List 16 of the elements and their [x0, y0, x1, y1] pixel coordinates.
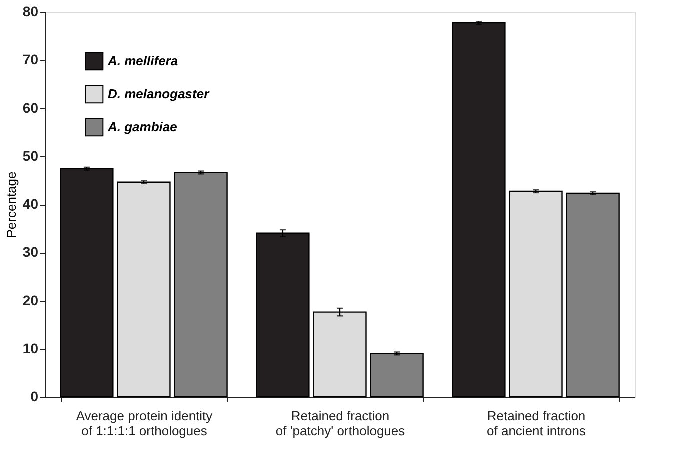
- y-tick-label: 20: [22, 292, 39, 308]
- x-tick-label: Retained fraction of ancient introns: [487, 408, 587, 438]
- y-tick-label: 50: [22, 148, 39, 164]
- x-tick-label: Retained fraction of 'patchy' orthologues: [276, 408, 406, 438]
- x-tick-label: Average protein identity of 1:1:1:1 orthologues: [76, 408, 214, 438]
- legend-label: D. melanogaster: [108, 86, 210, 102]
- y-tick-label: 70: [22, 52, 39, 68]
- legend-label: A. gambiae: [107, 120, 178, 134]
- y-tick-label: 60: [22, 100, 39, 116]
- y-tick-label: 30: [22, 244, 39, 260]
- y-axis-title: Percentage: [4, 172, 19, 238]
- legend-label: A. mellifera: [107, 54, 178, 68]
- y-tick-label: 0: [30, 388, 39, 404]
- y-tick-label: 10: [22, 340, 39, 356]
- y-tick-label: 40: [22, 196, 39, 212]
- y-tick-label: 80: [22, 4, 39, 20]
